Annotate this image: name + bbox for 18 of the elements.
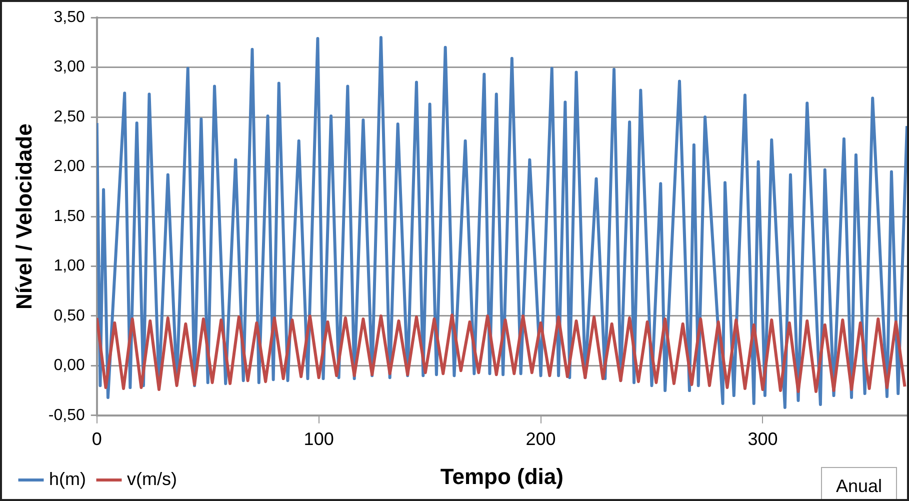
- y-axis-title: Nível / Velocidade: [11, 124, 36, 310]
- legend-label: h(m): [49, 468, 86, 489]
- y-tick-label: 3,00: [54, 58, 85, 76]
- y-tick-label: 0,50: [54, 307, 85, 324]
- y-tick-label: 3,50: [54, 9, 85, 26]
- x-tick-label: 100: [304, 429, 334, 450]
- y-tick-label: 0,00: [54, 357, 85, 374]
- y-tick-label: 2,00: [54, 158, 85, 176]
- y-tick-label: 1,50: [54, 208, 85, 225]
- y-tick-label: -0,50: [48, 406, 85, 424]
- x-axis-title: Tempo (dia): [440, 464, 564, 490]
- x-tick-label: 300: [748, 429, 778, 450]
- y-tick-label: 2,50: [54, 108, 85, 126]
- legend-label: v(m/s): [126, 468, 177, 489]
- y-tick-label: 1,00: [54, 258, 85, 275]
- text: Anual: [820, 467, 897, 501]
- x-tick-label: 0: [92, 429, 102, 450]
- x-tick-label: 200: [526, 429, 556, 450]
